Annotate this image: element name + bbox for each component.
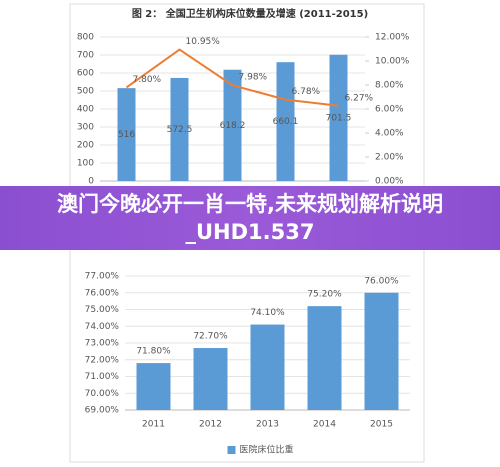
data-label: 75.20% bbox=[307, 290, 342, 300]
chart-title: 图 2： 全国卫生机构床位数量及增速 (2011-2015) bbox=[132, 7, 368, 20]
y-tick-label: 71.00% bbox=[85, 372, 120, 382]
y-tick-label: 73.00% bbox=[85, 339, 120, 349]
data-label: 701.5 bbox=[326, 113, 352, 123]
y2-tick-label: 8.00% bbox=[375, 81, 404, 91]
y-tick-label: 700 bbox=[77, 51, 94, 61]
y-tick-label: 76.00% bbox=[85, 288, 120, 298]
data-label: 618.2 bbox=[220, 121, 246, 131]
y-tick-label: 100 bbox=[77, 159, 94, 169]
bar bbox=[223, 69, 242, 181]
data-label: 71.80% bbox=[136, 347, 171, 357]
y-tick-label: 70.00% bbox=[85, 389, 120, 399]
y-tick-label: 800 bbox=[77, 33, 94, 43]
y-tick-label: 300 bbox=[77, 123, 94, 133]
y-tick-label: 74.00% bbox=[85, 322, 120, 332]
line bbox=[125, 48, 339, 107]
bar bbox=[307, 306, 342, 410]
y2-tick-label: 6.00% bbox=[375, 105, 404, 115]
data-label: 516 bbox=[118, 130, 135, 140]
data-label: 76.00% bbox=[364, 276, 399, 286]
y-tick-label: 0 bbox=[88, 177, 94, 187]
x-tick-label: 2014 bbox=[313, 420, 336, 430]
x-tick-label: 2013 bbox=[256, 420, 279, 430]
x-tick-label: 2015 bbox=[370, 420, 393, 430]
bar bbox=[170, 77, 189, 181]
y-tick-label: 69.00% bbox=[85, 406, 120, 416]
data-label: 572.5 bbox=[167, 125, 193, 135]
data-label: 6.78% bbox=[292, 87, 321, 97]
banner-text: 澳门今晚必开一肖一特,未来规划解析说明_UHD1.537 bbox=[57, 192, 443, 244]
data-label: 74.10% bbox=[250, 308, 285, 318]
bar bbox=[364, 292, 399, 410]
bar bbox=[250, 324, 285, 410]
y2-tick-label: 4.00% bbox=[375, 129, 404, 139]
data-label: 6.27% bbox=[345, 93, 374, 103]
legend-swatch bbox=[227, 446, 236, 454]
y2-tick-label: 12.00% bbox=[375, 33, 410, 43]
banner: 澳门今晚必开一肖一特,未来规划解析说明_UHD1.537 bbox=[0, 186, 500, 250]
y-tick-label: 72.00% bbox=[85, 355, 120, 365]
data-label: 7.80% bbox=[133, 75, 162, 85]
y2-tick-label: 0.00% bbox=[375, 177, 404, 187]
x-tick-label: 2011 bbox=[142, 420, 165, 430]
data-label: 72.70% bbox=[193, 332, 228, 342]
legend-label: 医院床位比重 bbox=[240, 444, 294, 456]
y-tick-label: 200 bbox=[77, 141, 94, 151]
x-tick-label: 2012 bbox=[199, 420, 222, 430]
data-label: 10.95% bbox=[186, 37, 221, 47]
y-tick-label: 77.00% bbox=[85, 272, 120, 282]
y-tick-label: 400 bbox=[77, 105, 94, 115]
bar bbox=[136, 363, 171, 410]
bar bbox=[329, 54, 348, 182]
y-tick-label: 500 bbox=[77, 87, 94, 97]
data-label: 7.98% bbox=[239, 73, 268, 83]
bar bbox=[276, 62, 295, 181]
data-label: 660.1 bbox=[273, 117, 299, 127]
y-tick-label: 600 bbox=[77, 69, 94, 79]
y2-tick-label: 2.00% bbox=[375, 153, 404, 163]
y-tick-label: 75.00% bbox=[85, 305, 120, 315]
bar bbox=[193, 348, 228, 410]
y2-tick-label: 10.00% bbox=[375, 57, 410, 67]
bar bbox=[117, 88, 136, 181]
